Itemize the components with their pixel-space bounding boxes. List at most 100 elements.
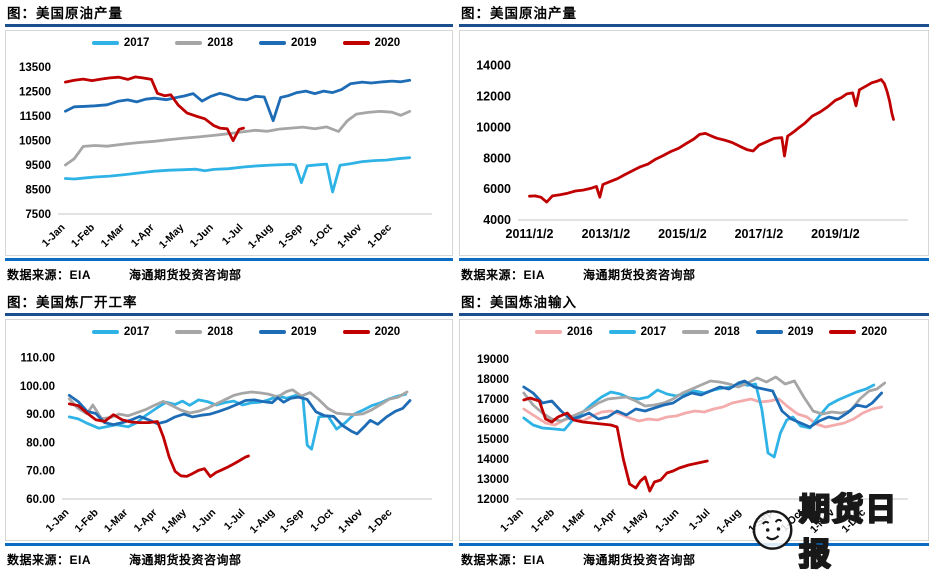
svg-text:8500: 8500	[25, 185, 51, 197]
legend-swatch	[829, 330, 857, 334]
series-lines	[64, 75, 412, 194]
svg-text:2013/1/2: 2013/1/2	[582, 227, 631, 241]
data-source-org: 数据来源：EIA	[7, 553, 92, 567]
svg-text:13000: 13000	[477, 474, 509, 486]
chart-title: 图：美国炼厂开工率	[5, 290, 453, 316]
legend-item-2019: 2019	[755, 326, 813, 338]
separator-line	[459, 258, 929, 261]
series-2018	[64, 110, 412, 167]
svg-text:1-May: 1-May	[157, 222, 187, 252]
svg-text:1-Mar: 1-Mar	[102, 507, 130, 535]
x-axis-labels: 2011/1/2 2013/1/2 2015/1/2 2017/1/2 2019/1/2	[506, 227, 860, 241]
svg-text:1-Oct: 1-Oct	[307, 221, 335, 249]
watermark: 期货日报	[750, 484, 929, 574]
svg-text:110.00: 110.00	[20, 353, 55, 365]
svg-text:4000: 4000	[483, 213, 511, 227]
chart-box: 2017 2018 2019 2020 110.00 100.00 90.00 80.00 7…	[5, 319, 453, 541]
svg-text:1-Apr: 1-Apr	[132, 507, 160, 535]
line-chart-us-refinery-input: 19000 18000 17000 16000 15000 14000 13000 12000…	[477, 354, 908, 537]
svg-text:1-Jun: 1-Jun	[190, 507, 218, 535]
svg-text:6000: 6000	[483, 182, 511, 196]
legend-label: 2017	[640, 326, 667, 338]
legend-item-2020: 2020	[829, 326, 887, 338]
svg-text:90.00: 90.00	[26, 409, 55, 421]
legend-swatch	[342, 41, 370, 45]
chart-box: 2017 2018 2019 2020 13500 12500 11500 10500 950…	[5, 30, 453, 256]
line-chart-us-refinery-utilization: 110.00 100.00 90.00 80.00 70.00 60.001-Jan 1-F…	[20, 353, 432, 536]
series-2019	[64, 78, 412, 123]
svg-text:1-Jul: 1-Jul	[222, 507, 248, 533]
chart-legend: 2017 2018 2019 2020	[6, 320, 452, 344]
y-axis-labels: 19000 18000 17000 16000 15000 14000 13000 12000	[477, 354, 509, 506]
legend-swatch	[175, 330, 203, 334]
legend-label: 2018	[207, 326, 233, 338]
svg-text:1-Feb: 1-Feb	[69, 222, 97, 250]
svg-text:1-Apr: 1-Apr	[591, 507, 619, 535]
watermark-text: 期货日报	[798, 491, 899, 573]
panel-us-refinery-utilization: 图：美国炼厂开工率 2017 2018 2019 2020 110.00 100.00 9…	[5, 290, 453, 568]
svg-text:14000: 14000	[477, 454, 509, 466]
y-axis-labels: 110.00 100.00 90.00 80.00 70.00 60.00	[20, 353, 55, 507]
panel-us-crude-production-history: 图：美国原油产量 14000 12000 10000 8000 6000 4000 2011…	[459, 1, 929, 283]
series-2018	[67, 388, 409, 420]
svg-text:13500: 13500	[19, 62, 51, 74]
legend-item-2017: 2017	[91, 37, 150, 49]
legend-swatch	[535, 330, 563, 334]
legend-item-2018: 2018	[175, 37, 233, 49]
legend-item-2017: 2017	[608, 326, 667, 338]
svg-text:8000: 8000	[483, 151, 511, 165]
svg-text:1-Jul: 1-Jul	[687, 507, 713, 533]
chart-title: 图：美国炼油输入	[459, 290, 929, 316]
separator-line	[459, 543, 929, 546]
legend-item-2018: 2018	[682, 326, 740, 338]
series-2020	[64, 75, 245, 142]
svg-text:11500: 11500	[20, 111, 51, 123]
panel-us-crude-production-seasonal: 图：美国原油产量 2017 2018 2019 2020 13500 12500 1150…	[5, 1, 453, 283]
svg-text:1-Nov: 1-Nov	[335, 222, 364, 251]
svg-text:1-Jul: 1-Jul	[220, 222, 246, 248]
series-2018	[522, 375, 887, 423]
svg-text:12000: 12000	[476, 90, 511, 104]
chart-box: 2016 2017 2018 2019 2020 19000 18000 17000 1600…	[459, 319, 929, 541]
svg-text:1-Oct: 1-Oct	[308, 506, 336, 534]
svg-text:100.00: 100.00	[20, 381, 55, 393]
series-2017	[67, 392, 408, 451]
svg-text:1-Jun: 1-Jun	[653, 507, 681, 535]
svg-text:1-Jan: 1-Jan	[40, 222, 68, 250]
svg-text:12000: 12000	[477, 494, 509, 506]
svg-text:1-Jun: 1-Jun	[188, 222, 216, 250]
data-source: 数据来源：EIA 海通期货投资咨询部	[459, 261, 929, 283]
svg-text:7500: 7500	[25, 209, 51, 221]
series-lines	[67, 388, 412, 479]
separator-line	[5, 258, 453, 261]
legend-swatch	[755, 330, 783, 334]
legend-item-2019: 2019	[259, 37, 317, 49]
svg-text:14000: 14000	[476, 59, 511, 73]
qihuo-ribao-logo-icon	[752, 510, 793, 550]
legend-label: 2017	[123, 37, 150, 49]
chart-title: 图：美国原油产量	[459, 1, 929, 27]
svg-text:10000: 10000	[476, 120, 511, 134]
svg-text:2017/1/2: 2017/1/2	[735, 227, 784, 241]
legend-item-2017: 2017	[91, 326, 149, 338]
svg-text:60.00: 60.00	[26, 494, 55, 506]
series-2019	[522, 379, 884, 429]
svg-text:2019/1/2: 2019/1/2	[811, 227, 860, 241]
chart-legend: 2016 2017 2018 2019 2020	[460, 320, 928, 344]
data-source: 数据来源：EIA 海通期货投资咨询部	[5, 261, 453, 283]
legend-swatch	[91, 41, 119, 45]
svg-text:1-Mar: 1-Mar	[99, 222, 127, 250]
svg-text:1-Sep: 1-Sep	[278, 507, 307, 536]
data-source-dept: 海通期货投资咨询部	[129, 268, 242, 282]
svg-text:1-Aug: 1-Aug	[714, 507, 744, 537]
x-axis-labels: 1-Jan 1-Feb 1-Mar 1-Apr 1-May 1-Jun 1-Jul 1-Aug…	[44, 506, 395, 536]
chart-title: 图：美国原油产量	[5, 1, 453, 27]
svg-text:1-Sep: 1-Sep	[276, 222, 305, 251]
data-source: 数据来源：EIA 海通期货投资咨询部	[5, 546, 453, 568]
series-2020	[67, 402, 250, 479]
svg-text:1-Aug: 1-Aug	[247, 507, 277, 537]
legend-item-2016: 2016	[535, 326, 593, 338]
legend-item-2020: 2020	[342, 326, 400, 338]
